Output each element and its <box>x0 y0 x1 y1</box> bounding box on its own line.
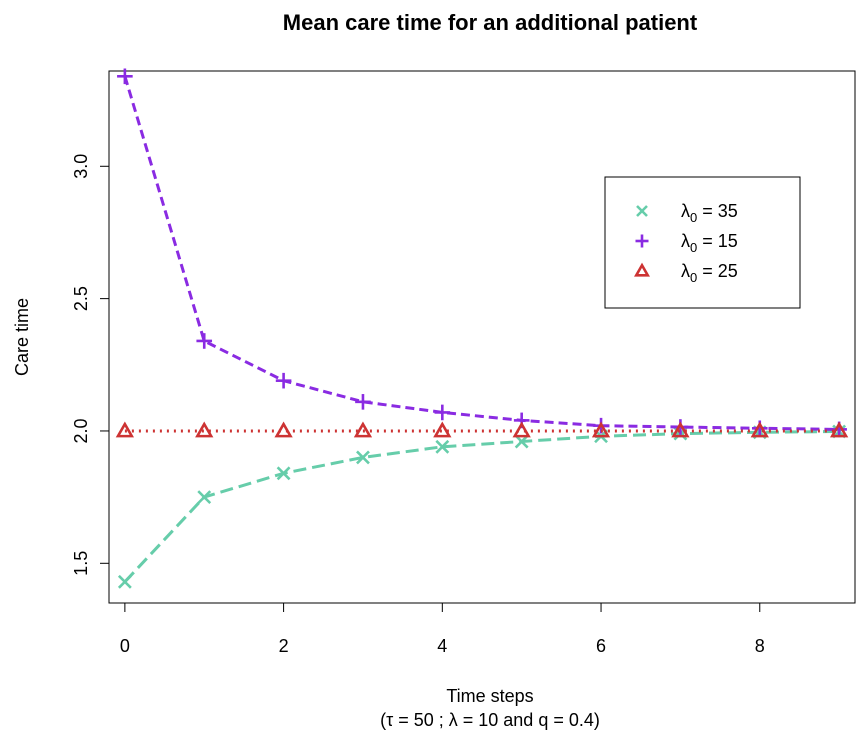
legend-label-2: λ0 = 25 <box>681 261 738 285</box>
x-tick-label-0: 0 <box>120 636 130 656</box>
legend-box <box>604 176 801 309</box>
series-0-point-5 <box>514 434 529 449</box>
y-axis-label: Care time <box>12 298 32 376</box>
y-tick-label-3: 3.0 <box>71 154 91 179</box>
series-1-point-3 <box>355 394 371 410</box>
legend-marker-2 <box>634 262 650 277</box>
x-axis-sublabel: (τ = 50 ; λ = 10 and q = 0.4) <box>380 710 600 730</box>
series-1-point-2 <box>275 372 292 389</box>
plot-area <box>115 68 849 589</box>
legend-label-1: λ0 = 15 <box>681 231 738 255</box>
x-axis: 0 2 4 6 8 <box>120 602 765 656</box>
x-tick-label-4: 8 <box>755 636 765 656</box>
series-2-point-3 <box>353 421 373 438</box>
legend-marker-1 <box>635 234 649 248</box>
x-axis-label: Time steps <box>446 686 533 706</box>
plot-frame <box>108 70 856 604</box>
series-line-1 <box>123 75 840 431</box>
legend: λ0 = 35 λ0 = 15 λ0 = 25 <box>604 176 801 309</box>
legend-marker-0 <box>636 205 648 217</box>
series-1-point-0 <box>117 68 133 85</box>
series-2-point-0 <box>115 421 135 438</box>
series-0-point-3 <box>356 450 370 465</box>
series-0-point-1 <box>197 490 212 505</box>
series-0-point-4 <box>435 439 450 454</box>
x-tick-label-3: 6 <box>596 636 606 656</box>
series-2-point-8 <box>750 421 769 438</box>
series-2-point-5 <box>512 421 531 438</box>
series-2-point-1 <box>195 421 214 438</box>
series-1-point-4 <box>434 404 451 421</box>
chart-title: Mean care time for an additional patient <box>283 10 698 35</box>
series-2-point-7 <box>671 421 690 438</box>
y-tick-label-0: 1.5 <box>71 551 91 576</box>
series-2-point-2 <box>274 421 293 438</box>
series-2-point-9 <box>829 421 849 438</box>
y-tick-label-2: 2.5 <box>71 286 91 311</box>
series-2-point-6 <box>591 421 611 438</box>
x-tick-label-2: 4 <box>437 636 447 656</box>
legend-label-0: λ0 = 35 <box>681 201 738 225</box>
y-tick-label-1: 2.0 <box>71 418 91 443</box>
x-tick-label-1: 2 <box>279 636 289 656</box>
series-1-point-1 <box>196 333 213 349</box>
series-2-point-4 <box>433 421 452 438</box>
series-line-0 <box>123 430 840 583</box>
y-axis: 1.5 2.0 2.5 3.0 <box>71 154 110 576</box>
series-0-point-2 <box>276 466 291 481</box>
series-0-point-0 <box>117 574 132 589</box>
